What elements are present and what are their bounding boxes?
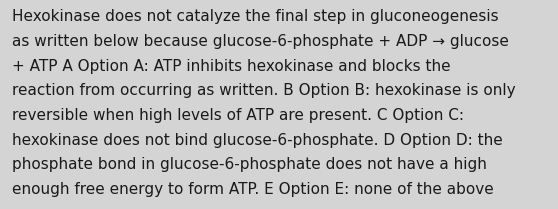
- Text: + ATP A Option A: ATP inhibits hexokinase and blocks the: + ATP A Option A: ATP inhibits hexokinas…: [12, 59, 451, 74]
- Text: Hexokinase does not catalyze the final step in gluconeogenesis: Hexokinase does not catalyze the final s…: [12, 9, 499, 24]
- Text: enough free energy to form ATP. E Option E: none of the above: enough free energy to form ATP. E Option…: [12, 182, 494, 197]
- Text: reversible when high levels of ATP are present. C Option C:: reversible when high levels of ATP are p…: [12, 108, 464, 123]
- Text: reaction from occurring as written. B Option B: hexokinase is only: reaction from occurring as written. B Op…: [12, 83, 516, 98]
- Text: as written below because glucose-6-phosphate + ADP → glucose: as written below because glucose-6-phosp…: [12, 34, 509, 49]
- Text: phosphate bond in glucose-6-phosphate does not have a high: phosphate bond in glucose-6-phosphate do…: [12, 157, 487, 172]
- Text: hexokinase does not bind glucose-6-phosphate. D Option D: the: hexokinase does not bind glucose-6-phosp…: [12, 133, 503, 148]
